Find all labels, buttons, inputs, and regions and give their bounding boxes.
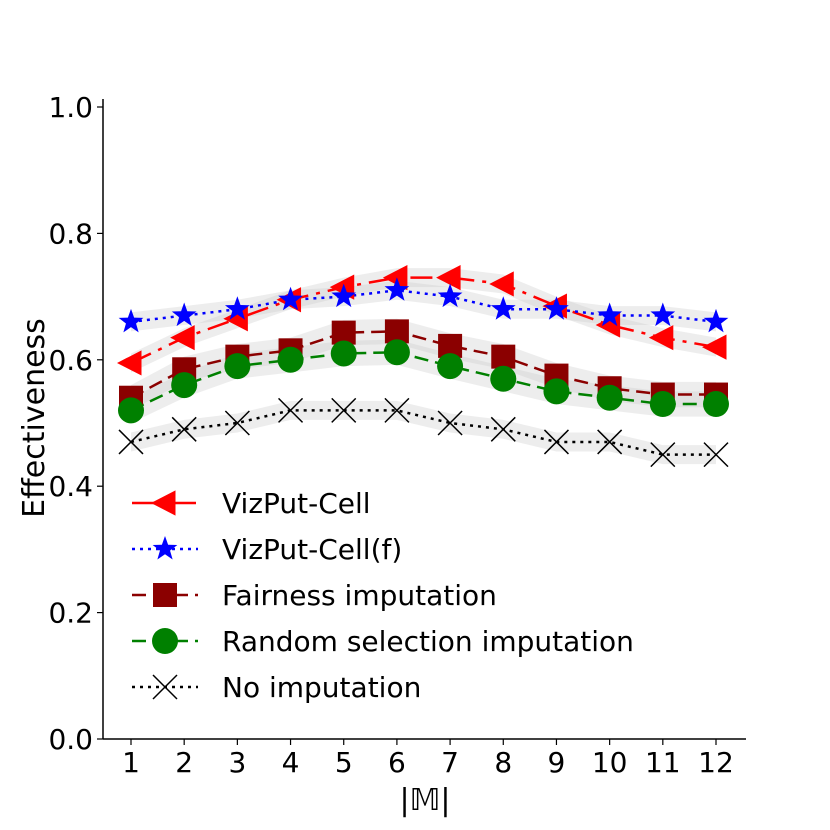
data-point [703,442,729,468]
data-point [171,416,197,442]
data-point [437,410,463,436]
confidence-bands [131,268,716,465]
data-point [543,378,570,405]
series-line-4 [130,409,716,456]
x-tick-label: 6 [388,746,406,779]
data-point [224,410,250,436]
band-4 [131,400,716,465]
axes: 0.00.20.40.60.81.01 2 3 4 5 6 7 8 9 10 11 12 [48,91,746,779]
data-point [702,334,727,360]
y-tick-label: 0.8 [48,217,93,250]
data-point [436,265,461,291]
data-point [597,429,623,455]
data-point [224,353,251,380]
data-point [437,283,463,308]
x-tick-label: 7 [441,746,459,779]
data-point [490,296,516,320]
x-tick-label: 1 [122,746,140,779]
data-point [277,346,304,373]
y-tick-label: 0.6 [48,344,93,377]
y-tick-label: 1.0 [48,91,93,124]
x-tick-label: 11 [645,746,681,779]
x-tick-label: 9 [548,746,566,779]
data-point [278,397,304,423]
data-point [383,339,410,366]
data-point [544,296,569,320]
x-tick-label: 8 [494,746,512,779]
data-point [649,391,676,418]
legend-label: No imputation [222,671,421,704]
data-point [490,365,517,392]
legend-label: Fairness imputation [222,579,497,612]
data-point [331,283,357,308]
data-point [384,277,410,301]
x-tick-label: 3 [228,746,246,779]
legend-label: VizPut-Cell [222,487,371,520]
band-0 [131,268,716,373]
data-point [382,265,408,291]
legend: VizPut-Cell VizPut-Cell(f) Fairness imputa… [132,487,634,704]
data-point [489,271,514,297]
x-axis-label: |𝕄| [400,783,451,818]
data-point [118,429,144,455]
series-line-1 [130,289,717,324]
data-point [650,302,676,327]
data-point [597,302,622,327]
x-tick-label: 2 [175,746,193,779]
legend-marker [152,674,178,700]
series-markers [117,265,729,468]
legend-marker [153,583,177,607]
data-point [703,391,729,418]
data-point [171,372,198,399]
legend-label: Random selection imputation [222,625,634,658]
data-point [331,397,357,423]
band-1 [131,280,716,332]
legend-marker [151,490,176,516]
x-tick-label: 4 [282,746,300,779]
data-point [490,416,516,442]
x-tick-label: 10 [592,746,628,779]
data-point [117,350,142,376]
x-tick-label: 5 [335,746,353,779]
data-point [118,397,144,424]
data-point [543,429,569,455]
data-point [648,325,674,351]
data-point [491,344,516,369]
y-tick-label: 0.4 [48,470,93,503]
legend-marker [152,628,178,654]
data-point [437,353,464,380]
data-point [330,340,357,367]
band-2 [131,318,716,411]
legend-label: VizPut-Cell(f) [222,533,402,566]
data-point [596,384,623,411]
y-tick-label: 0.0 [48,723,93,756]
data-point [171,302,197,327]
data-point [650,442,676,468]
legend-marker [152,536,178,560]
y-tick-label: 0.2 [48,597,93,630]
data-point [118,308,144,333]
y-axis-label: Effectiveness [17,318,52,518]
data-point [170,325,195,351]
data-point [225,296,250,320]
data-point [703,308,729,333]
data-point [384,397,410,423]
x-tick-label: 12 [698,746,734,779]
data-point [278,286,303,311]
